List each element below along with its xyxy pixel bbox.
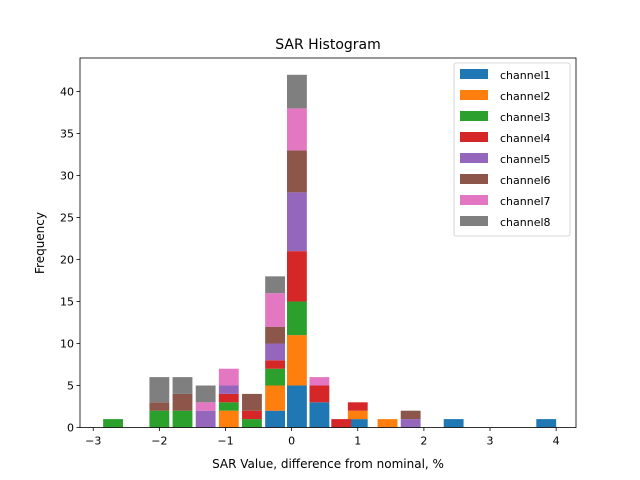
bars-group	[103, 74, 557, 428]
bar-channel3-bin-5	[242, 419, 262, 428]
x-tick-label: −2	[151, 435, 167, 448]
y-tick-label: 5	[67, 380, 74, 393]
legend-label-channel3: channel3	[500, 111, 551, 124]
legend-box	[453, 62, 571, 237]
bar-channel4-bin-8	[309, 385, 330, 403]
bar-channel3-bin-2	[172, 410, 193, 428]
legend-label-channel6: channel6	[500, 174, 551, 187]
bar-channel6-bin-2	[172, 393, 193, 411]
bar-channel8-bin-6	[265, 276, 286, 294]
legend-swatch-channel3	[460, 111, 488, 121]
x-tick-label: 4	[553, 435, 560, 448]
bar-channel6-bin-7	[286, 150, 307, 193]
bar-channel3-bin-6	[265, 368, 286, 386]
bar-channel3-bin-1	[149, 410, 170, 428]
bar-channel1-bin-6	[265, 410, 286, 428]
y-axis-label: Frequency	[33, 212, 47, 274]
x-ticks: −3 −2 −1 0 1 2 3 4	[85, 427, 560, 448]
bar-channel2-bin-10	[347, 410, 368, 420]
bar-channel7-bin-7	[286, 108, 307, 151]
bar-channel8-bin-1	[149, 377, 170, 403]
bar-channel3-bin-4	[218, 402, 239, 411]
y-tick-label: 30	[60, 170, 74, 183]
y-ticks: 0 5 10 15 20 25 30 35 40	[60, 86, 80, 435]
bar-channel4-bin-9	[331, 419, 352, 428]
bar-channel7-bin-3	[195, 402, 216, 411]
legend-swatch-channel8	[460, 216, 488, 226]
bar-channel6-bin-12	[400, 410, 421, 420]
legend-swatch-channel5	[460, 153, 488, 163]
x-tick-label: 3	[487, 435, 494, 448]
bar-channel2-bin-11	[377, 419, 398, 428]
bar-channel8-bin-3	[195, 385, 216, 403]
bar-channel1-bin-10	[347, 419, 368, 428]
legend-label-channel7: channel7	[500, 195, 551, 208]
bar-channel4-bin-7	[286, 251, 307, 302]
x-tick-label: −3	[85, 435, 101, 448]
x-tick-label: 0	[288, 435, 295, 448]
bar-channel5-bin-3	[195, 410, 216, 428]
bar-channel5-bin-6	[265, 343, 286, 361]
bar-channel6-bin-6	[265, 326, 286, 344]
bar-channel5-bin-4	[218, 385, 239, 394]
bar-channel5-bin-12	[400, 419, 421, 428]
legend-swatch-channel2	[460, 90, 488, 100]
bar-channel1-bin-13	[443, 419, 464, 428]
bar-channel4-bin-10	[347, 402, 368, 411]
x-axis-label: SAR Value, difference from nominal, %	[212, 457, 444, 471]
x-tick-label: 1	[354, 435, 361, 448]
bar-channel4-bin-4	[218, 393, 239, 403]
legend-swatch-channel6	[460, 174, 488, 184]
legend-label-channel8: channel8	[500, 216, 551, 229]
bar-channel3-bin-0	[103, 419, 123, 428]
bar-channel4-bin-6	[265, 360, 286, 369]
chart-title: SAR Histogram	[275, 37, 381, 53]
bar-channel8-bin-2	[172, 377, 193, 394]
y-tick-label: 40	[60, 86, 74, 99]
bar-channel4-bin-5	[242, 410, 262, 420]
y-tick-label: 10	[60, 338, 74, 351]
plot-frame	[79, 57, 577, 428]
legend: channel1 channel2 channel3 channel4 channel5…	[453, 62, 571, 237]
legend-label-channel4: channel4	[500, 132, 551, 145]
bar-channel2-bin-6	[265, 385, 286, 411]
bar-channel7-bin-6	[265, 293, 286, 327]
bar-channel6-bin-5	[242, 393, 262, 411]
legend-swatch-channel7	[460, 195, 488, 205]
x-tick-label: −1	[217, 435, 233, 448]
y-tick-label: 0	[67, 422, 74, 435]
bar-channel6-bin-1	[149, 402, 170, 411]
legend-swatch-channel4	[460, 132, 488, 142]
bar-channel1-bin-14	[536, 419, 557, 428]
bar-channel7-bin-8	[309, 377, 330, 386]
bar-channel3-bin-7	[286, 301, 307, 336]
y-tick-label: 20	[60, 254, 74, 267]
legend-label-channel5: channel5	[500, 153, 551, 166]
bar-channel2-bin-7	[286, 335, 307, 386]
bar-channel2-bin-4	[218, 410, 239, 428]
x-tick-label: 2	[420, 435, 427, 448]
legend-label-channel1: channel1	[500, 69, 551, 82]
y-tick-label: 25	[60, 212, 74, 225]
bar-channel7-bin-4	[218, 368, 239, 386]
bar-channel8-bin-7	[286, 74, 307, 109]
y-tick-label: 35	[60, 128, 74, 141]
y-tick-label: 15	[60, 296, 74, 309]
legend-label-channel2: channel2	[500, 90, 551, 103]
bar-channel1-bin-7	[286, 385, 307, 428]
legend-swatch-channel1	[460, 69, 488, 79]
bar-channel5-bin-7	[286, 192, 307, 252]
bar-channel1-bin-8	[309, 402, 330, 428]
